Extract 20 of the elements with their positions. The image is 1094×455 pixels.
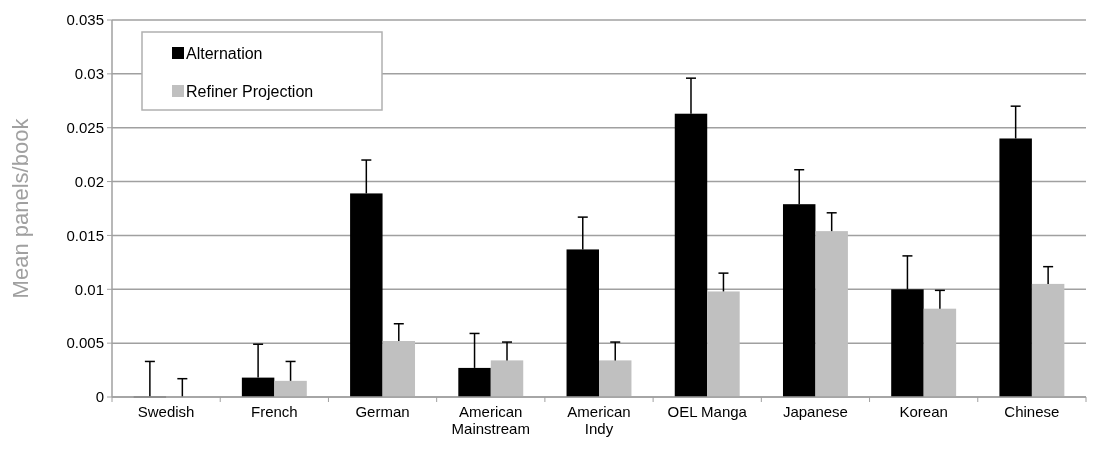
y-tick-label: 0 (95, 388, 104, 406)
legend-label: Refiner Projection (186, 82, 314, 100)
legend-label: Alternation (186, 44, 263, 62)
y-tick-label: 0.02 (74, 172, 104, 190)
y-tick-label: 0.025 (66, 118, 104, 136)
x-tick-label: OEL Manga (667, 403, 748, 420)
y-tick-label: 0.015 (66, 226, 104, 244)
x-tick-label: Swedish (137, 403, 195, 420)
y-tick-label: 0.035 (66, 11, 104, 29)
x-tick-label: French (250, 403, 298, 420)
y-tick-label: 0.01 (74, 280, 104, 298)
x-tick-label: American Indy (567, 403, 631, 437)
y-tick-label: 0.03 (74, 65, 104, 83)
x-tick-label: Japanese (782, 403, 848, 420)
x-tick-label: Chinese (1004, 403, 1060, 420)
x-tick-label: German (355, 403, 410, 420)
y-tick-label: 0.005 (66, 334, 104, 352)
y-axis-title: Mean panels/book (8, 117, 33, 299)
x-tick-label: American Mainstream (451, 403, 530, 437)
x-tick-label: Korean (899, 403, 948, 420)
